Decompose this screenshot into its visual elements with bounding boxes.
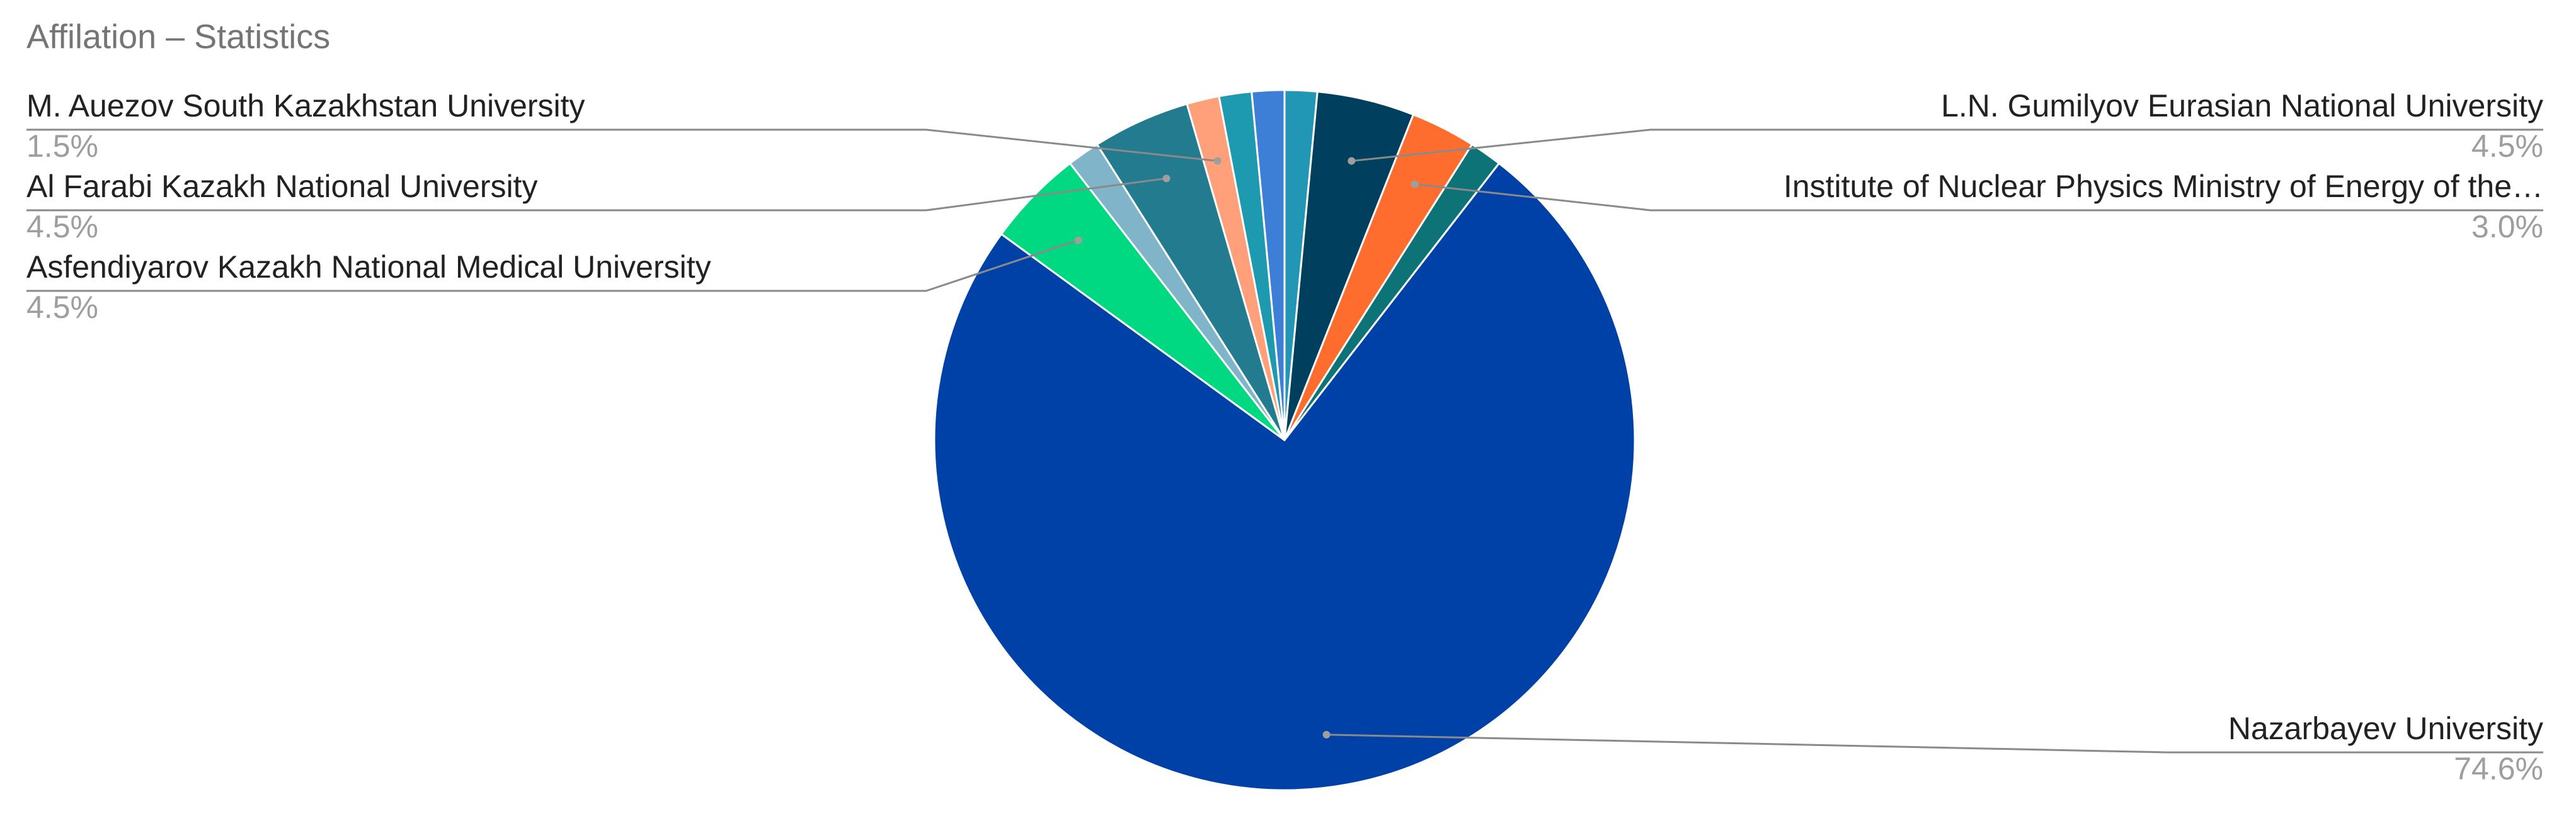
slice-label: L.N. Gumilyov Eurasian National Universi… — [1941, 88, 2543, 123]
pie-slice — [933, 162, 1636, 791]
leader-dot — [1411, 180, 1419, 188]
chart-title: Affilation – Statistics — [26, 18, 330, 55]
slice-label: Al Farabi Kazakh National University — [26, 169, 537, 204]
pie-slice — [1251, 89, 1286, 441]
leader-dot — [1074, 236, 1082, 244]
slice-label: Institute of Nuclear Physics Ministry of… — [1783, 169, 2543, 204]
slice-label: Nazarbayev University — [2228, 711, 2543, 746]
slice-value-label: 1.5% — [26, 128, 98, 164]
leader-dot — [1162, 174, 1171, 183]
slice-label: Asfendiyarov Kazakh National Medical Uni… — [26, 249, 711, 285]
leader-line — [26, 177, 1167, 212]
slice-label: M. Auezov South Kazakhstan University — [26, 88, 585, 123]
leader-line — [1351, 128, 2543, 162]
leader-dot — [1213, 157, 1222, 165]
slice-value-label: 74.6% — [2454, 751, 2543, 786]
leader-line — [26, 239, 1079, 292]
leader-dot — [1348, 157, 1356, 165]
slice-value-label: 4.5% — [26, 290, 98, 325]
leader-line — [1414, 183, 2543, 212]
slice-value-label: 4.5% — [26, 209, 98, 244]
slice-value-label: 3.0% — [2471, 209, 2543, 244]
slice-value-label: 4.5% — [2471, 128, 2543, 164]
leader-dot — [1322, 730, 1331, 739]
leader-line — [1326, 733, 2543, 754]
leader-line — [26, 128, 1218, 162]
